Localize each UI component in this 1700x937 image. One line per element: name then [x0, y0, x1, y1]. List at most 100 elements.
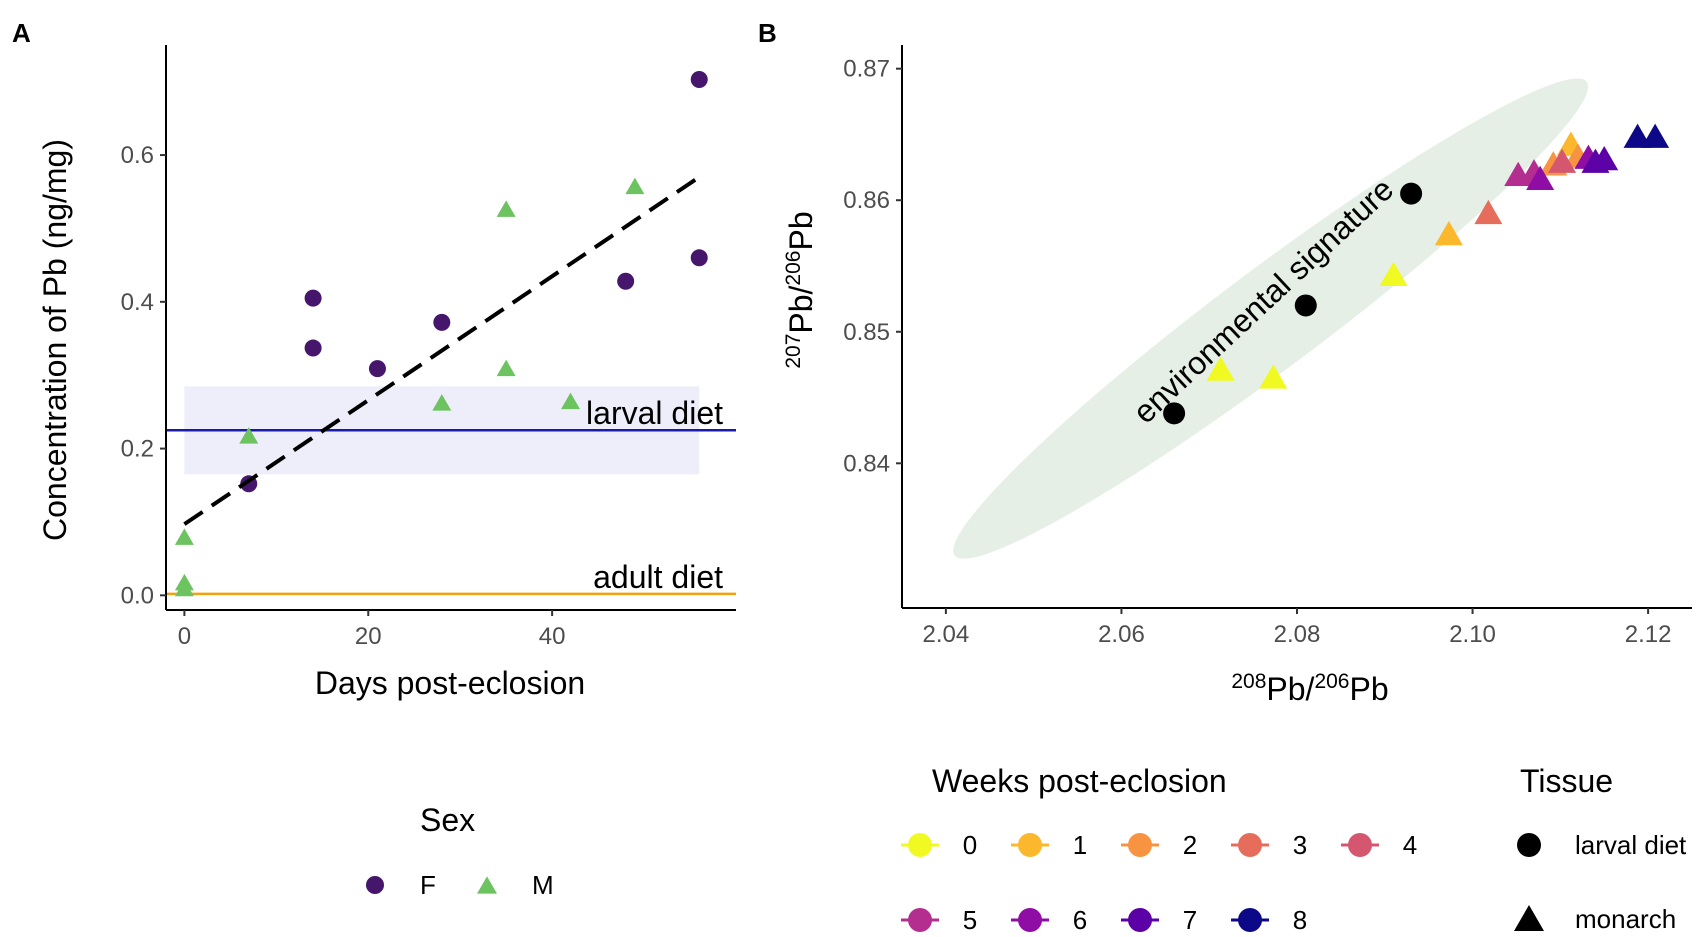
- larval-diet-point: [1163, 402, 1186, 425]
- monarch-point: [1259, 364, 1288, 389]
- point-m: [561, 392, 581, 410]
- point-m: [496, 200, 516, 217]
- x-tick-label: 2.08: [1274, 621, 1321, 648]
- monarch-point: [1526, 165, 1555, 190]
- monarch-point: [1434, 220, 1463, 246]
- environmental-signature-ellipse: [953, 78, 1589, 559]
- point-f: [690, 249, 708, 267]
- x-tick-label: 2.12: [1625, 621, 1672, 648]
- point-m: [432, 394, 452, 411]
- point-f: [304, 339, 322, 357]
- panel-b-x-title: 208Pb/206Pb: [1231, 670, 1388, 707]
- monarch-point: [1206, 356, 1235, 381]
- monarch-point: [1474, 199, 1503, 225]
- panel-a-x-ticks: 0 20 40: [178, 610, 566, 650]
- x-tick-label: 40: [539, 623, 566, 650]
- week-legend-marker: [908, 908, 932, 932]
- panel-b-y-ticks: 0.84 0.85 0.86 0.87: [843, 56, 902, 477]
- panel-a: A larval diet adult diet 0.0 0.2 0.4 0.6 0 2…: [12, 18, 736, 900]
- x-tick-label: 20: [355, 623, 382, 650]
- panel-b-y-title: 207Pb/206Pb: [782, 211, 819, 368]
- legend-monarch-marker: [1514, 905, 1544, 931]
- trend-line: [183, 175, 701, 526]
- week-legend-label: 5: [963, 905, 977, 935]
- point-m: [496, 359, 516, 377]
- y-title-sup2: 206: [782, 251, 805, 286]
- panel-b-label: B: [758, 18, 777, 48]
- legend-larval-diet-marker: [1517, 833, 1541, 857]
- y-tick-label: 0.87: [843, 56, 890, 83]
- point-f: [617, 272, 635, 290]
- panel-a-x-title: Days post-eclosion: [315, 665, 585, 701]
- week-legend-marker: [1018, 908, 1042, 932]
- point-m: [174, 573, 194, 591]
- x-tick-label: 2.06: [1098, 621, 1145, 648]
- week-legend-marker: [1018, 833, 1042, 857]
- x-title-sup2: 206: [1314, 670, 1349, 693]
- legend-f-label: F: [420, 870, 436, 900]
- weeks-legend-title: Weeks post-eclosion: [932, 763, 1227, 799]
- adult-diet-label: adult diet: [593, 559, 723, 595]
- point-m: [174, 528, 194, 545]
- panel-a-y-title: Concentration of Pb (ng/mg): [37, 139, 73, 541]
- y-tick-label: 0.2: [121, 436, 154, 463]
- week-legend-label: 3: [1293, 830, 1307, 860]
- x-title-base1: Pb/: [1266, 671, 1314, 707]
- point-f: [368, 360, 386, 378]
- x-tick-label: 2.10: [1449, 621, 1496, 648]
- larval-diet-point: [1400, 182, 1423, 205]
- point-f: [433, 313, 451, 331]
- x-title-base2: Pb: [1349, 671, 1388, 707]
- monarch-point: [1623, 123, 1652, 148]
- point-m: [239, 427, 259, 444]
- week-legend-label: 6: [1073, 905, 1087, 935]
- week-legend-marker: [1128, 833, 1152, 857]
- y-tick-label: 0.4: [121, 289, 154, 316]
- week-legend-marker: [1238, 833, 1262, 857]
- legend-f-marker: [366, 876, 384, 894]
- week-legend-label: 4: [1403, 830, 1417, 860]
- legend-larval-diet-label: larval diet: [1575, 830, 1687, 860]
- point-f: [304, 289, 322, 307]
- y-tick-label: 0.85: [843, 319, 890, 346]
- week-legend-marker: [1348, 833, 1372, 857]
- y-tick-label: 0.84: [843, 450, 890, 477]
- y-title-base2: Pb: [783, 211, 819, 250]
- week-legend-label: 0: [963, 830, 977, 860]
- tissue-legend-title: Tissue: [1520, 763, 1613, 799]
- panel-b: B environmental signature 0.840.850.860.…: [758, 18, 1692, 935]
- legend-m-label: M: [532, 870, 554, 900]
- legend-m-marker: [477, 876, 497, 894]
- legend-monarch-label: monarch: [1575, 904, 1676, 934]
- monarch-point: [1379, 261, 1408, 287]
- x-tick-label: 2.04: [923, 621, 970, 648]
- monarch-point: [1548, 148, 1577, 173]
- week-legend-marker: [908, 833, 932, 857]
- week-legend-label: 7: [1183, 905, 1197, 935]
- panel-a-y-ticks: 0.0 0.2 0.4 0.6: [121, 142, 166, 609]
- week-legend-label: 2: [1183, 830, 1197, 860]
- week-legend-marker: [1238, 908, 1262, 932]
- point-f: [690, 70, 708, 88]
- panel-a-points: [174, 70, 708, 597]
- larval-diet-label: larval diet: [586, 395, 723, 431]
- y-tick-label: 0.0: [121, 582, 154, 609]
- larval-diet-point: [1294, 294, 1317, 317]
- panel-b-x-ticks: 2.04 2.06 2.08 2.10 2.12: [923, 608, 1672, 648]
- week-legend-marker: [1128, 908, 1152, 932]
- panel-a-label: A: [12, 18, 31, 48]
- y-title-base1: Pb/: [783, 285, 819, 333]
- weeks-legend: 0 1 2 3 4 5 6 7 8: [901, 830, 1417, 935]
- y-tick-label: 0.86: [843, 187, 890, 214]
- monarch-point: [1590, 146, 1619, 171]
- y-tick-label: 0.6: [121, 142, 154, 169]
- point-m: [625, 177, 645, 195]
- x-tick-label: 0: [178, 623, 191, 650]
- week-legend-label: 8: [1293, 905, 1307, 935]
- y-title-sup1: 207: [782, 334, 805, 369]
- week-legend-label: 1: [1073, 830, 1087, 860]
- sex-legend-title: Sex: [420, 802, 475, 838]
- x-title-sup1: 208: [1231, 670, 1266, 693]
- monarch-point: [1641, 123, 1670, 148]
